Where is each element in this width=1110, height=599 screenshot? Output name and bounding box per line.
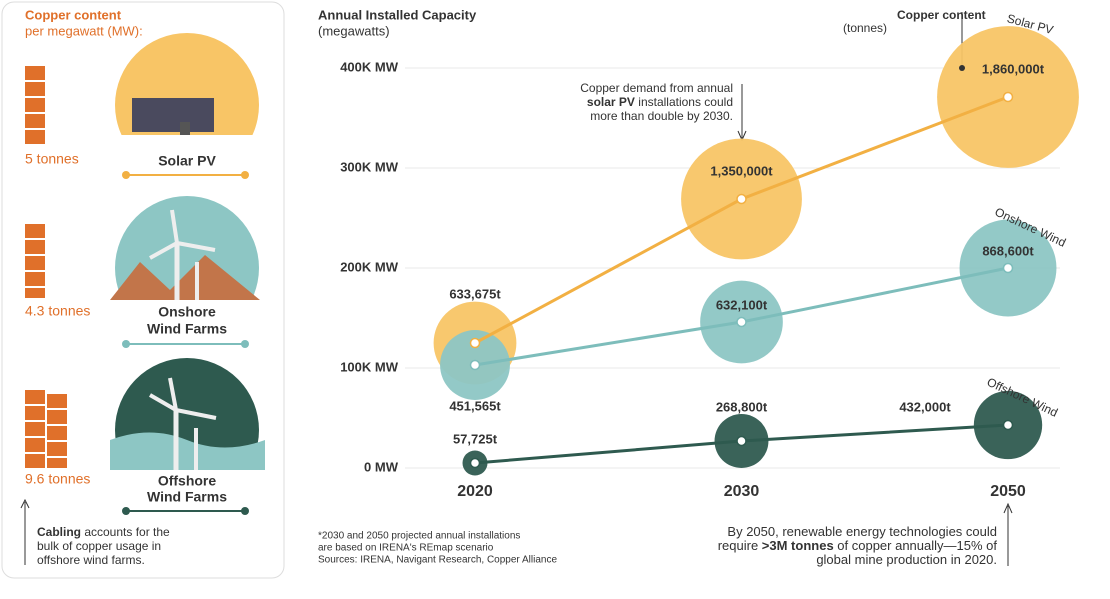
- annotation-arrow: [737, 84, 747, 142]
- note-line-part: Cabling: [37, 525, 81, 539]
- y-tick-label: 300K MW: [340, 159, 399, 174]
- footnote: are based on IRENA's REmap scenario: [318, 543, 494, 554]
- callout-line-part: By 2050, renewable energy technologies c…: [727, 524, 997, 539]
- copper-amount: 9.6 tonnes: [25, 471, 90, 487]
- footnote: Sources: IRENA, Navigant Research, Coppe…: [318, 555, 557, 566]
- note-line: bulk of copper usage in: [37, 539, 161, 553]
- sidebar-title: Copper content: [25, 7, 122, 22]
- item-label: Onshore: [158, 304, 216, 320]
- copper-label: 1,860,000t: [982, 61, 1045, 76]
- solar-illustration: [115, 33, 259, 135]
- point: [1002, 262, 1014, 274]
- copper-label: 632,100t: [716, 297, 768, 312]
- callout-line-part: require: [718, 538, 762, 553]
- copper-amount: 5 tonnes: [25, 151, 79, 167]
- size-title: Copper content: [897, 8, 986, 22]
- point: [469, 359, 481, 371]
- annotation-line: Copper demand from annual: [580, 81, 733, 95]
- copper-label: 268,800t: [716, 399, 768, 414]
- lines: [469, 91, 1014, 469]
- callout-line: By 2050, renewable energy technologies c…: [727, 524, 997, 539]
- sliders: [122, 171, 249, 515]
- callout-line: global mine production in 2020.: [816, 552, 997, 567]
- annotation-line-part: more than double by 2030.: [590, 109, 733, 123]
- point: [736, 435, 747, 447]
- item-label: Wind Farms: [147, 321, 227, 337]
- callout-line-part: of copper annually—15% of: [834, 538, 998, 553]
- note-line: Cabling accounts for the: [37, 525, 170, 539]
- y-tick-label: 200K MW: [340, 259, 399, 274]
- note-line-part: accounts for the: [81, 525, 170, 539]
- chart-title: Annual Installed Capacity: [318, 7, 477, 22]
- footnote: *2030 and 2050 projected annual installa…: [318, 531, 520, 542]
- annotation-line: more than double by 2030.: [590, 109, 733, 123]
- point: [469, 337, 481, 349]
- copper-label: 868,600t: [982, 243, 1034, 258]
- callout-arrow: [1003, 502, 1013, 566]
- x-tick-label: 2030: [724, 483, 760, 500]
- size-subtitle: (tonnes): [843, 21, 887, 35]
- callout-line-part: global mine production in 2020.: [816, 552, 997, 567]
- point: [1002, 419, 1014, 431]
- bricks: [25, 66, 67, 468]
- x-tick-label: 2050: [990, 483, 1026, 500]
- annotation-line-part: Copper demand from annual: [580, 81, 733, 95]
- copper-label: 432,000t: [899, 399, 951, 414]
- y-tick-label: 100K MW: [340, 359, 399, 374]
- copper-label: 57,725t: [453, 431, 498, 446]
- note-line-part: offshore wind farms.: [37, 553, 145, 567]
- sidebar-subtitle: per megawatt (MW):: [25, 23, 143, 38]
- point: [736, 316, 747, 328]
- callout-line: require >3M tonnes of copper annually—15…: [718, 538, 998, 553]
- copper-label: 451,565t: [449, 398, 501, 413]
- point: [469, 457, 481, 469]
- copper-label: 1,350,000t: [710, 163, 773, 178]
- size-pointer-dot: [959, 65, 965, 71]
- offshore-illustration: [110, 358, 265, 470]
- item-label: Wind Farms: [147, 489, 227, 505]
- x-tick-label: 2020: [457, 483, 493, 500]
- y-tick-label: 0 MW: [364, 459, 399, 474]
- callout-line-part: >3M tonnes: [762, 538, 834, 553]
- point: [736, 193, 747, 205]
- onshore-illustration: [110, 196, 260, 300]
- annotation-line: solar PV installations could: [587, 95, 733, 109]
- copper-label: 633,675t: [449, 286, 501, 301]
- annotation-line-part: installations could: [635, 95, 733, 109]
- item-label: Solar PV: [158, 153, 216, 169]
- note-line: offshore wind farms.: [37, 553, 145, 567]
- note-line-part: bulk of copper usage in: [37, 539, 161, 553]
- note-arrow: [20, 498, 30, 565]
- copper-amount: 4.3 tonnes: [25, 303, 90, 319]
- y-tick-label: 400K MW: [340, 59, 399, 74]
- point: [1002, 91, 1014, 103]
- item-label: Offshore: [158, 473, 217, 489]
- chart-subtitle: (megawatts): [318, 23, 390, 38]
- annotation-line-part: solar PV: [587, 95, 635, 109]
